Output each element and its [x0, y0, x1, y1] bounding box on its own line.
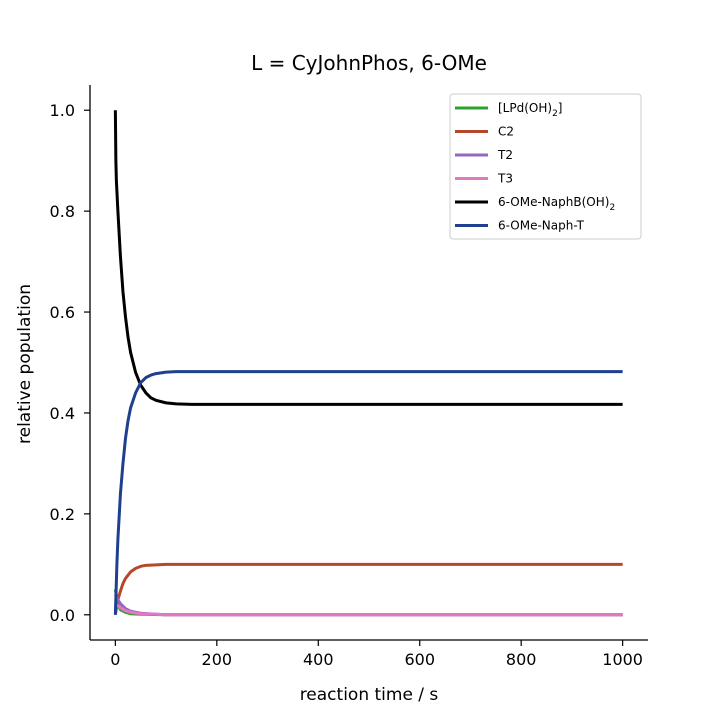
y-tick-label: 0.4 [50, 404, 75, 423]
x-tick-label: 800 [506, 650, 537, 669]
legend-label-3: T3 [497, 172, 513, 186]
x-axis-label: reaction time / s [300, 685, 439, 705]
x-tick-label: 400 [303, 650, 334, 669]
series-line-4 [113, 110, 623, 406]
legend-label-1: C2 [498, 125, 514, 139]
x-ticks: 0 200 400 600 800 1000 [110, 640, 643, 669]
series-line-2 [114, 593, 623, 617]
y-ticks: 0.0 0.2 0.4 0.6 0.8 1.0 [50, 101, 90, 625]
chart-title: L = CyJohnPhos, 6-OMe [251, 51, 487, 75]
y-tick-label: 0.2 [50, 505, 75, 524]
y-tick-label: 1.0 [50, 101, 75, 120]
series-line-0 [113, 589, 623, 617]
x-tick-label: 600 [404, 650, 435, 669]
y-tick-label: 0.0 [50, 606, 75, 625]
x-tick-label: 200 [202, 650, 233, 669]
y-tick-label: 0.8 [50, 202, 75, 221]
plot-lines [113, 110, 623, 617]
x-tick-label: 0 [110, 650, 120, 669]
series-line-5 [113, 370, 623, 615]
legend: [LPd(OH)2] C2 T2 T3 6-OMe-NaphB(OH)2 6-OMe-Na… [449, 93, 642, 240]
y-tick-label: 0.6 [50, 303, 75, 322]
legend-label-5: 6-OMe-Naph-T [498, 219, 585, 233]
legend-label-2: T2 [497, 148, 513, 162]
series-line-3 [114, 603, 623, 617]
legend-label-4: 6-OMe-NaphB(OH)2 [498, 195, 615, 213]
x-tick-label: 1000 [602, 650, 643, 669]
series-line-1 [113, 562, 623, 616]
legend-frame [449, 93, 642, 240]
y-axis-label: relative population [15, 284, 35, 444]
legend-label-0: [LPd(OH)2] [498, 101, 562, 119]
